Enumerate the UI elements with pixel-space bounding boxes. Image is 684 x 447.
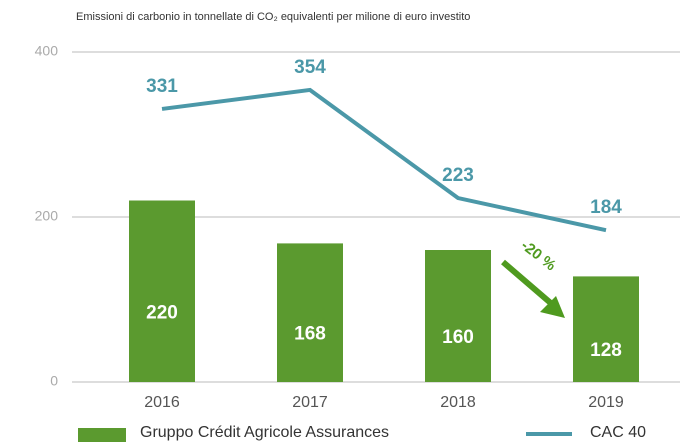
annotation-arrow	[501, 259, 555, 308]
annotation-arrowhead	[540, 296, 565, 318]
legend-label: CAC 40	[590, 424, 646, 441]
x-tick-label: 2018	[440, 394, 476, 411]
y-tick-label: 0	[50, 373, 58, 389]
bar	[129, 200, 195, 382]
bar	[573, 276, 639, 382]
legend-swatch	[78, 428, 126, 442]
bar	[277, 243, 343, 382]
annotation: -20 %	[501, 237, 565, 318]
bar-value-label: 168	[294, 324, 326, 345]
line	[161, 87, 607, 233]
line-value-label: 184	[590, 197, 622, 218]
line-value-label: 331	[146, 76, 178, 97]
bar-value-label: 128	[590, 340, 622, 361]
chart-title: Emissioni di carbonio in tonnellate di C…	[76, 11, 470, 23]
annotation-text: -20 %	[518, 237, 559, 275]
legend-label: Gruppo Crédit Agricole Assurances	[140, 424, 389, 441]
line-value-label: 223	[442, 165, 474, 186]
bar-value-label: 160	[442, 327, 474, 348]
x-tick-label: 2019	[588, 394, 624, 411]
line-value-label: 354	[294, 57, 326, 78]
bar	[425, 250, 491, 382]
x-tick-label: 2017	[292, 394, 328, 411]
bar-value-label: 220	[146, 302, 178, 323]
y-tick-label: 400	[35, 43, 59, 59]
y-tick-label: 200	[35, 208, 59, 224]
x-tick-label: 2016	[144, 394, 180, 411]
